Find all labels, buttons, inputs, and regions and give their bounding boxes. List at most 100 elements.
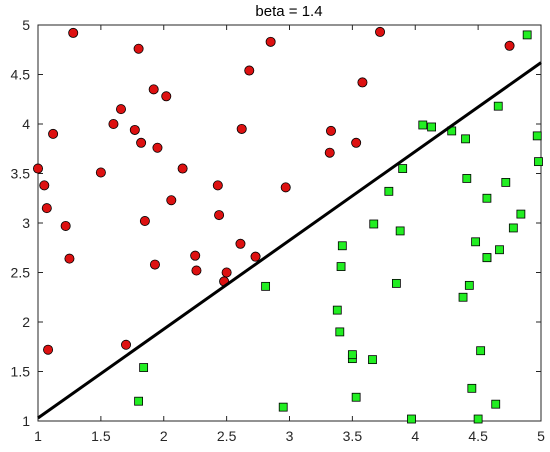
- circle-point: [108, 119, 119, 130]
- circle-point: [149, 259, 160, 270]
- x-tick-label-3: 2.5: [217, 428, 237, 444]
- square-point: [473, 414, 483, 424]
- circle-point: [351, 137, 362, 148]
- circle-point: [375, 26, 386, 37]
- square-point: [337, 241, 347, 251]
- square-point: [522, 30, 532, 40]
- x-tick-label-6: 4: [411, 428, 419, 444]
- circle-point: [357, 77, 368, 88]
- x-tick-label-2: 2: [160, 428, 168, 444]
- square-point: [427, 122, 436, 132]
- axis-ticks: [37, 24, 542, 422]
- square-point: [261, 281, 271, 291]
- circle-point: [33, 163, 44, 174]
- circle-point: [235, 238, 246, 249]
- y-tick-label-4: 3: [22, 215, 30, 231]
- circle-point: [280, 182, 291, 193]
- square-point: [332, 305, 342, 315]
- square-point: [508, 223, 518, 233]
- circle-point: [148, 84, 159, 95]
- x-tick-label-4: 3: [286, 428, 294, 444]
- y-tick-label-5: 3.5: [11, 166, 31, 182]
- square-point: [369, 219, 379, 229]
- x-tick-label-1: 1.5: [91, 428, 111, 444]
- square-point: [347, 350, 357, 360]
- square-point: [482, 193, 492, 203]
- square-point: [491, 399, 501, 409]
- circle-point: [166, 195, 177, 206]
- square-point: [395, 226, 405, 236]
- square-point: [407, 414, 416, 424]
- square-point: [351, 392, 361, 402]
- square-point: [534, 157, 543, 167]
- circle-point: [214, 210, 225, 221]
- square-point: [516, 209, 526, 219]
- circle-point: [325, 125, 336, 136]
- x-tick-label-7: 4.5: [468, 428, 488, 444]
- boundary-lines: [37, 61, 542, 420]
- tick-labels: 1 1.5 2 2.5 3 3.5 4 4.5 5 1 1.5 2 2.5 3 3.5 4 4.5 5: [11, 17, 546, 444]
- square-point: [501, 178, 511, 187]
- circle-point: [121, 339, 132, 350]
- square-point: [461, 134, 470, 144]
- y-tick-label-6: 4: [22, 116, 30, 132]
- circle-point: [190, 250, 201, 261]
- x-tick-label-5: 3.5: [343, 428, 363, 444]
- series-0: [33, 26, 515, 355]
- data-marks: [33, 26, 543, 424]
- decision-boundary-line: [37, 61, 542, 420]
- square-point: [335, 327, 345, 337]
- square-point: [384, 186, 394, 196]
- circle-point: [221, 267, 232, 278]
- circle-point: [136, 137, 147, 148]
- circle-point: [95, 167, 106, 178]
- square-point: [336, 262, 346, 271]
- square-point: [495, 245, 504, 255]
- y-tick-label-0: 1: [22, 413, 30, 429]
- circle-point: [152, 142, 163, 153]
- square-point: [398, 164, 408, 173]
- circle-point: [236, 123, 247, 134]
- y-tick-label-2: 2: [22, 314, 30, 330]
- square-point: [418, 120, 428, 130]
- circle-point: [60, 220, 71, 231]
- y-tick-label-3: 2.5: [11, 265, 31, 281]
- square-point: [458, 292, 468, 302]
- square-point: [476, 346, 486, 356]
- circle-point: [265, 36, 276, 47]
- square-point: [391, 278, 401, 288]
- y-tick-label-8: 5: [22, 17, 30, 33]
- square-point: [462, 174, 472, 183]
- circle-point: [324, 147, 335, 158]
- plot-area: [37, 24, 542, 422]
- circle-point: [133, 43, 144, 54]
- square-point: [471, 237, 481, 247]
- x-tick-label-0: 1: [34, 428, 42, 444]
- circle-point: [64, 253, 75, 264]
- circle-point: [39, 180, 50, 191]
- circle-point: [244, 65, 255, 76]
- circle-point: [129, 124, 140, 135]
- square-point: [139, 363, 149, 372]
- circle-point: [191, 265, 202, 276]
- circle-point: [41, 203, 52, 214]
- square-point: [368, 355, 377, 365]
- circle-point: [48, 128, 59, 139]
- circle-point: [250, 251, 261, 262]
- chart-title: beta = 1.4: [255, 3, 322, 20]
- circle-point: [43, 344, 54, 355]
- circle-point: [115, 104, 126, 115]
- y-tick-label-7: 4.5: [11, 67, 31, 83]
- square-point: [134, 396, 144, 406]
- circle-point: [504, 40, 515, 51]
- square-point: [532, 131, 542, 141]
- circle-point: [177, 163, 188, 174]
- square-point: [467, 383, 477, 393]
- square-point: [278, 402, 288, 412]
- square-point: [493, 101, 503, 111]
- square-point: [464, 280, 474, 290]
- circle-point: [161, 91, 172, 102]
- circle-point: [139, 216, 150, 227]
- circle-point: [212, 180, 223, 191]
